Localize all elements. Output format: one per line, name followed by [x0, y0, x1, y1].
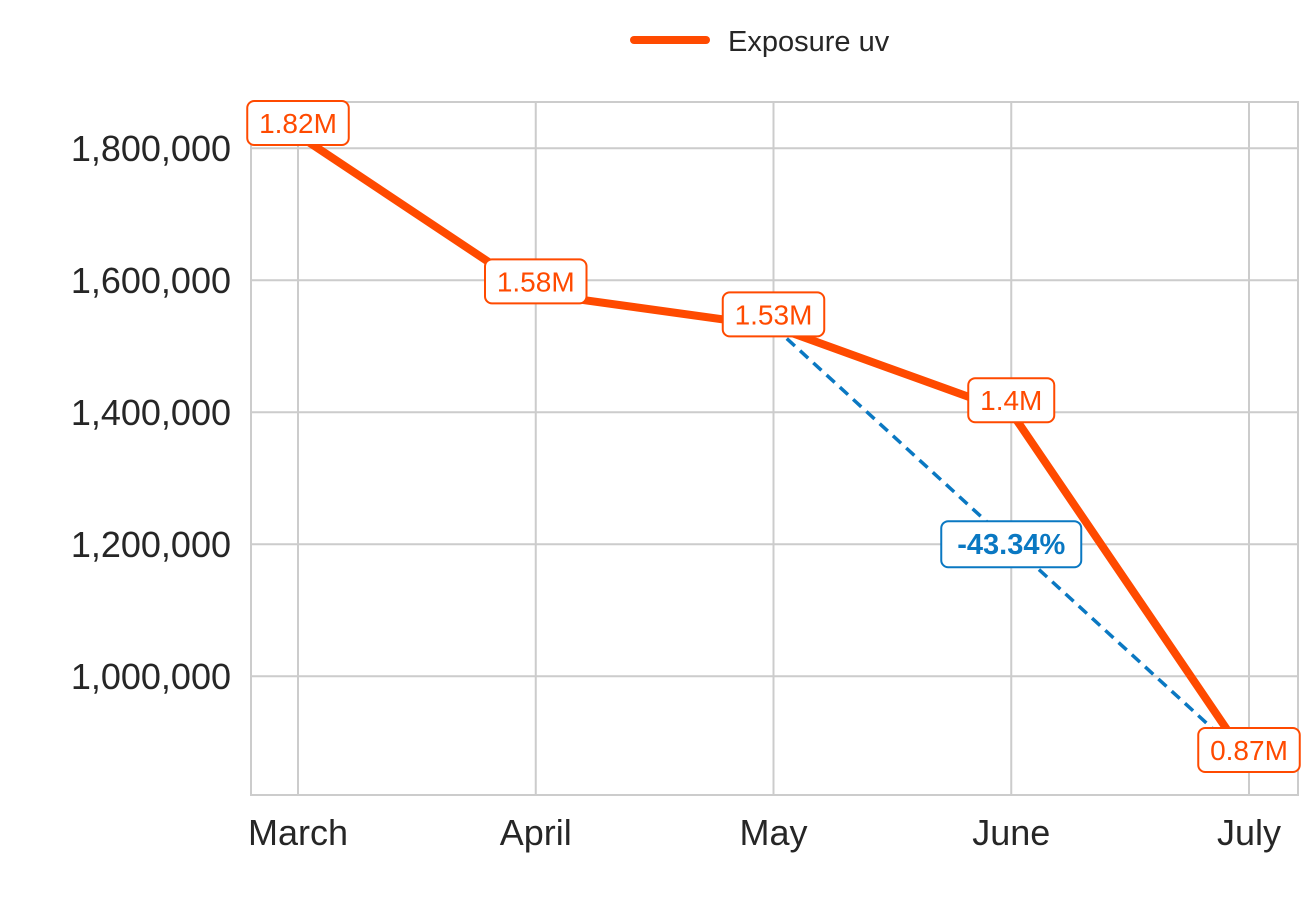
- data-label-box: [246, 100, 350, 146]
- data-label-box: [967, 377, 1056, 424]
- data-label: 1.4M: [980, 385, 1042, 416]
- legend: Exposure uv: [630, 26, 890, 58]
- data-labels: 1.82M 1.58M 1.53M 1.4M 0.87M: [246, 100, 1301, 773]
- x-tick-label: June: [972, 812, 1050, 853]
- data-label-box: [721, 291, 826, 338]
- data-label-box: [1197, 727, 1301, 773]
- x-tick-label: May: [739, 812, 807, 853]
- data-label: 1.53M: [735, 299, 813, 330]
- legend-label-exposure-uv: Exposure uv: [728, 26, 890, 58]
- data-label: 1.58M: [497, 266, 575, 297]
- y-axis-ticks: 1,000,000 1,200,000 1,400,000 1,600,000 1,80…: [71, 128, 231, 697]
- data-label: 0.87M: [1210, 735, 1288, 766]
- change-percentage-label: -43.34%: [957, 529, 1065, 561]
- data-label-box: [484, 258, 588, 305]
- data-label: 1.82M: [259, 108, 337, 139]
- y-tick-label: 1,200,000: [71, 524, 231, 565]
- x-tick-label: March: [248, 812, 348, 853]
- x-tick-label: July: [1217, 812, 1281, 853]
- y-tick-label: 1,000,000: [71, 656, 231, 697]
- grid-lines: [251, 102, 1298, 795]
- change-badge: [940, 520, 1083, 569]
- x-axis-ticks: March April May June July: [248, 812, 1281, 853]
- y-tick-label: 1,400,000: [71, 392, 231, 433]
- change-annotation: -43.34%: [772, 325, 1251, 764]
- y-tick-label: 1,600,000: [71, 260, 231, 301]
- x-tick-label: April: [500, 812, 572, 853]
- y-tick-label: 1,800,000: [71, 128, 231, 169]
